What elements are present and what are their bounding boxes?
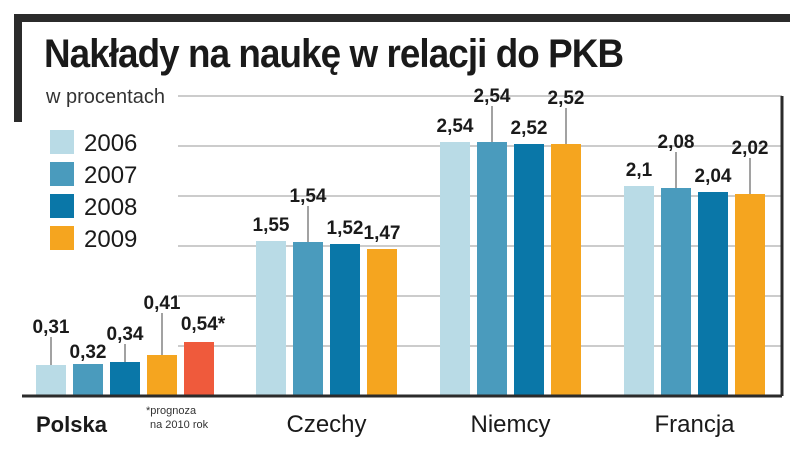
footnote-line-1: *prognoza (146, 405, 197, 417)
data-label: 0,32 (70, 342, 107, 363)
bar-czechy-2008 (330, 244, 360, 396)
bar-polska-2008 (110, 362, 140, 396)
category-label-niemcy: Niemcy (470, 411, 550, 438)
bar-polska-2007 (73, 364, 103, 396)
frame-left-bar (14, 14, 22, 122)
data-label: 2,04 (695, 166, 732, 187)
category-label-czechy: Czechy (286, 411, 366, 438)
legend-swatch-2009 (50, 226, 74, 250)
legend-label-2008: 2008 (84, 194, 137, 221)
data-label: 2,02 (732, 138, 769, 159)
legend-label-2007: 2007 (84, 162, 137, 189)
data-label: 2,52 (548, 88, 585, 109)
legend-label-2006: 2006 (84, 130, 137, 157)
axis (22, 96, 784, 398)
category-label-polska: Polska (36, 412, 108, 437)
data-label: 1,52 (327, 218, 364, 239)
bars (36, 142, 765, 396)
data-label: 0,41 (144, 293, 181, 314)
legend-swatch-2006 (50, 130, 74, 154)
chart-subtitle: w procentach (46, 86, 165, 108)
data-label: 1,54 (290, 186, 327, 207)
legend-swatch-2008 (50, 194, 74, 218)
legend-label-2009: 2009 (84, 226, 137, 253)
bar-czechy-2007 (293, 242, 323, 396)
data-label: 2,54 (437, 116, 474, 137)
category-label-francja: Francja (654, 411, 735, 438)
bar-niemcy-2008 (514, 144, 544, 396)
category-labels: Polska Czechy Niemcy Francja *prognoza na 201… (36, 405, 735, 438)
bar-niemcy-2007 (477, 142, 507, 396)
chart-title: Nakłady na naukę w relacji do PKB (44, 32, 624, 76)
data-label: 1,47 (364, 223, 401, 244)
data-label: 2,52 (511, 118, 548, 139)
bar-niemcy-2009 (551, 144, 581, 396)
data-label-forecast: 0,54* (181, 314, 226, 335)
bar-polska-2006 (36, 365, 66, 396)
legend-swatch-2007 (50, 162, 74, 186)
bar-czechy-2009 (367, 249, 397, 396)
data-label: 0,34 (107, 324, 144, 345)
data-label: 2,08 (658, 132, 695, 153)
bar-francja-2006 (624, 186, 654, 396)
data-label: 2,1 (626, 160, 653, 181)
bar-francja-2007 (661, 188, 691, 396)
bar-polska-2009 (147, 355, 177, 396)
frame-top-bar (14, 14, 790, 22)
legend: 2006 2007 2008 2009 (50, 130, 137, 253)
footnote-line-2: na 2010 rok (150, 419, 209, 431)
bar-francja-2008 (698, 192, 728, 396)
data-label: 1,55 (253, 215, 290, 236)
data-label: 2,54 (474, 86, 511, 107)
bar-polska-forecast (184, 342, 214, 396)
data-label: 0,31 (33, 317, 70, 338)
bar-niemcy-2006 (440, 142, 470, 396)
bar-czechy-2006 (256, 241, 286, 396)
bar-francja-2009 (735, 194, 765, 396)
data-labels: 0,310,320,340,41 1,551,541,52 1,47 2,542,54… (33, 86, 769, 365)
